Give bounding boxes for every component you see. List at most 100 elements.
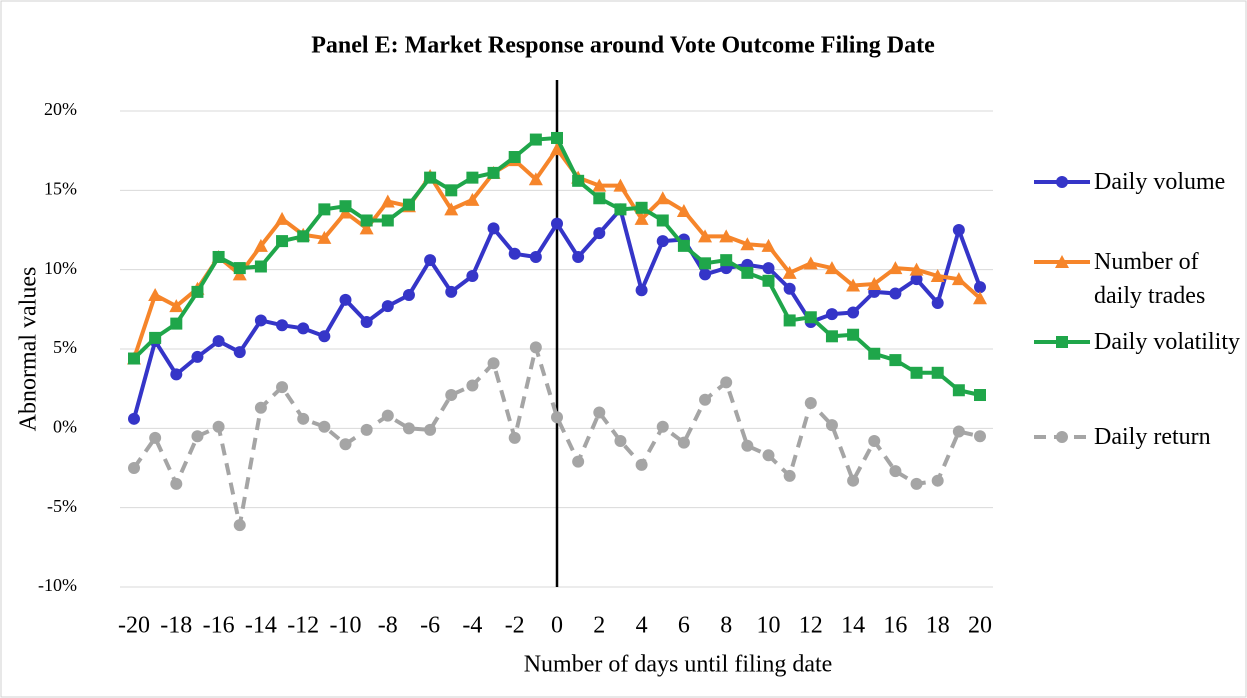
data-point bbox=[930, 269, 945, 283]
x-tick-label: -14 bbox=[245, 613, 277, 639]
data-point bbox=[698, 229, 713, 243]
data-point bbox=[592, 178, 607, 192]
data-point bbox=[868, 347, 881, 360]
series-line bbox=[132, 345, 981, 528]
data-point bbox=[635, 284, 648, 297]
data-point bbox=[466, 171, 479, 184]
data-point bbox=[847, 474, 860, 487]
data-point bbox=[276, 381, 289, 394]
data-point bbox=[508, 431, 521, 444]
data-point bbox=[825, 330, 838, 343]
data-point bbox=[699, 393, 712, 406]
data-point bbox=[380, 194, 395, 208]
data-point bbox=[656, 235, 669, 248]
data-point bbox=[741, 266, 754, 279]
data-point bbox=[974, 281, 986, 294]
data-point bbox=[973, 291, 987, 305]
x-tick-label: -18 bbox=[160, 613, 192, 639]
legend-label: Daily volatility bbox=[1094, 329, 1240, 355]
data-point bbox=[656, 420, 669, 433]
data-point bbox=[191, 430, 204, 443]
y-tick-label: 20% bbox=[44, 99, 77, 119]
data-point bbox=[212, 420, 225, 433]
data-point bbox=[910, 366, 923, 379]
data-point bbox=[741, 439, 754, 452]
x-tick-label: 16 bbox=[883, 613, 907, 639]
data-point bbox=[487, 357, 500, 370]
y-tick-label: 10% bbox=[44, 258, 77, 278]
x-tick-label: 4 bbox=[636, 613, 648, 639]
data-point bbox=[952, 425, 965, 438]
data-point bbox=[528, 172, 543, 186]
data-point bbox=[487, 166, 500, 179]
data-point bbox=[551, 131, 563, 144]
x-tick-label: 8 bbox=[720, 613, 732, 639]
data-point bbox=[635, 458, 648, 471]
data-point bbox=[931, 366, 944, 379]
data-point bbox=[740, 237, 755, 251]
x-tick-label: -2 bbox=[505, 613, 525, 639]
data-point bbox=[360, 423, 373, 436]
x-axis-title: Number of days until filing date bbox=[524, 652, 833, 678]
x-tick-label: 10 bbox=[757, 613, 781, 639]
data-point bbox=[149, 431, 162, 444]
data-point bbox=[276, 235, 289, 248]
data-point bbox=[655, 191, 670, 205]
x-tick-label: -6 bbox=[420, 613, 440, 639]
data-point bbox=[275, 211, 290, 225]
legend-marker bbox=[1056, 431, 1068, 443]
data-point bbox=[593, 227, 606, 240]
data-point bbox=[634, 211, 649, 225]
data-point bbox=[762, 262, 775, 275]
data-point bbox=[339, 200, 352, 213]
data-point bbox=[572, 250, 585, 263]
data-point bbox=[551, 217, 563, 230]
y-tick-label: 15% bbox=[44, 178, 77, 198]
data-point bbox=[951, 272, 966, 286]
data-point bbox=[952, 384, 965, 397]
data-point bbox=[803, 256, 818, 270]
data-point bbox=[783, 282, 796, 295]
data-point bbox=[847, 328, 860, 341]
data-point bbox=[761, 238, 776, 252]
data-point bbox=[212, 335, 225, 348]
y-tick-label: -10% bbox=[38, 575, 77, 595]
legend-label: Daily volume bbox=[1094, 169, 1226, 195]
data-point bbox=[931, 474, 944, 487]
data-point bbox=[233, 519, 246, 532]
data-point bbox=[149, 331, 162, 344]
data-point bbox=[297, 230, 310, 243]
data-point bbox=[529, 250, 542, 263]
legend-marker bbox=[1056, 176, 1068, 188]
data-point bbox=[868, 435, 881, 448]
data-point bbox=[529, 133, 542, 146]
data-point bbox=[550, 142, 564, 156]
x-tick-label: -8 bbox=[378, 613, 398, 639]
data-point bbox=[804, 311, 817, 324]
data-point bbox=[572, 455, 585, 468]
data-point bbox=[846, 278, 861, 292]
data-point bbox=[719, 229, 734, 243]
data-point bbox=[974, 389, 986, 402]
data-point bbox=[381, 214, 394, 227]
data-point bbox=[276, 319, 289, 332]
y-tick-label: 5% bbox=[53, 337, 77, 357]
data-point bbox=[318, 420, 331, 433]
data-point bbox=[254, 314, 267, 327]
data-point bbox=[699, 268, 712, 281]
data-point bbox=[233, 262, 246, 275]
data-point bbox=[381, 300, 394, 313]
data-point bbox=[782, 265, 797, 279]
data-point bbox=[254, 401, 267, 414]
y-tick-label: 0% bbox=[53, 416, 77, 436]
data-point bbox=[508, 247, 521, 260]
data-point bbox=[170, 368, 183, 381]
data-point bbox=[424, 423, 437, 436]
data-point bbox=[253, 238, 268, 252]
data-point bbox=[318, 203, 331, 216]
x-tick-label: 18 bbox=[926, 613, 950, 639]
data-point bbox=[656, 214, 669, 227]
data-point bbox=[508, 151, 521, 164]
chart-title: Panel E: Market Response around Vote Out… bbox=[311, 33, 935, 59]
